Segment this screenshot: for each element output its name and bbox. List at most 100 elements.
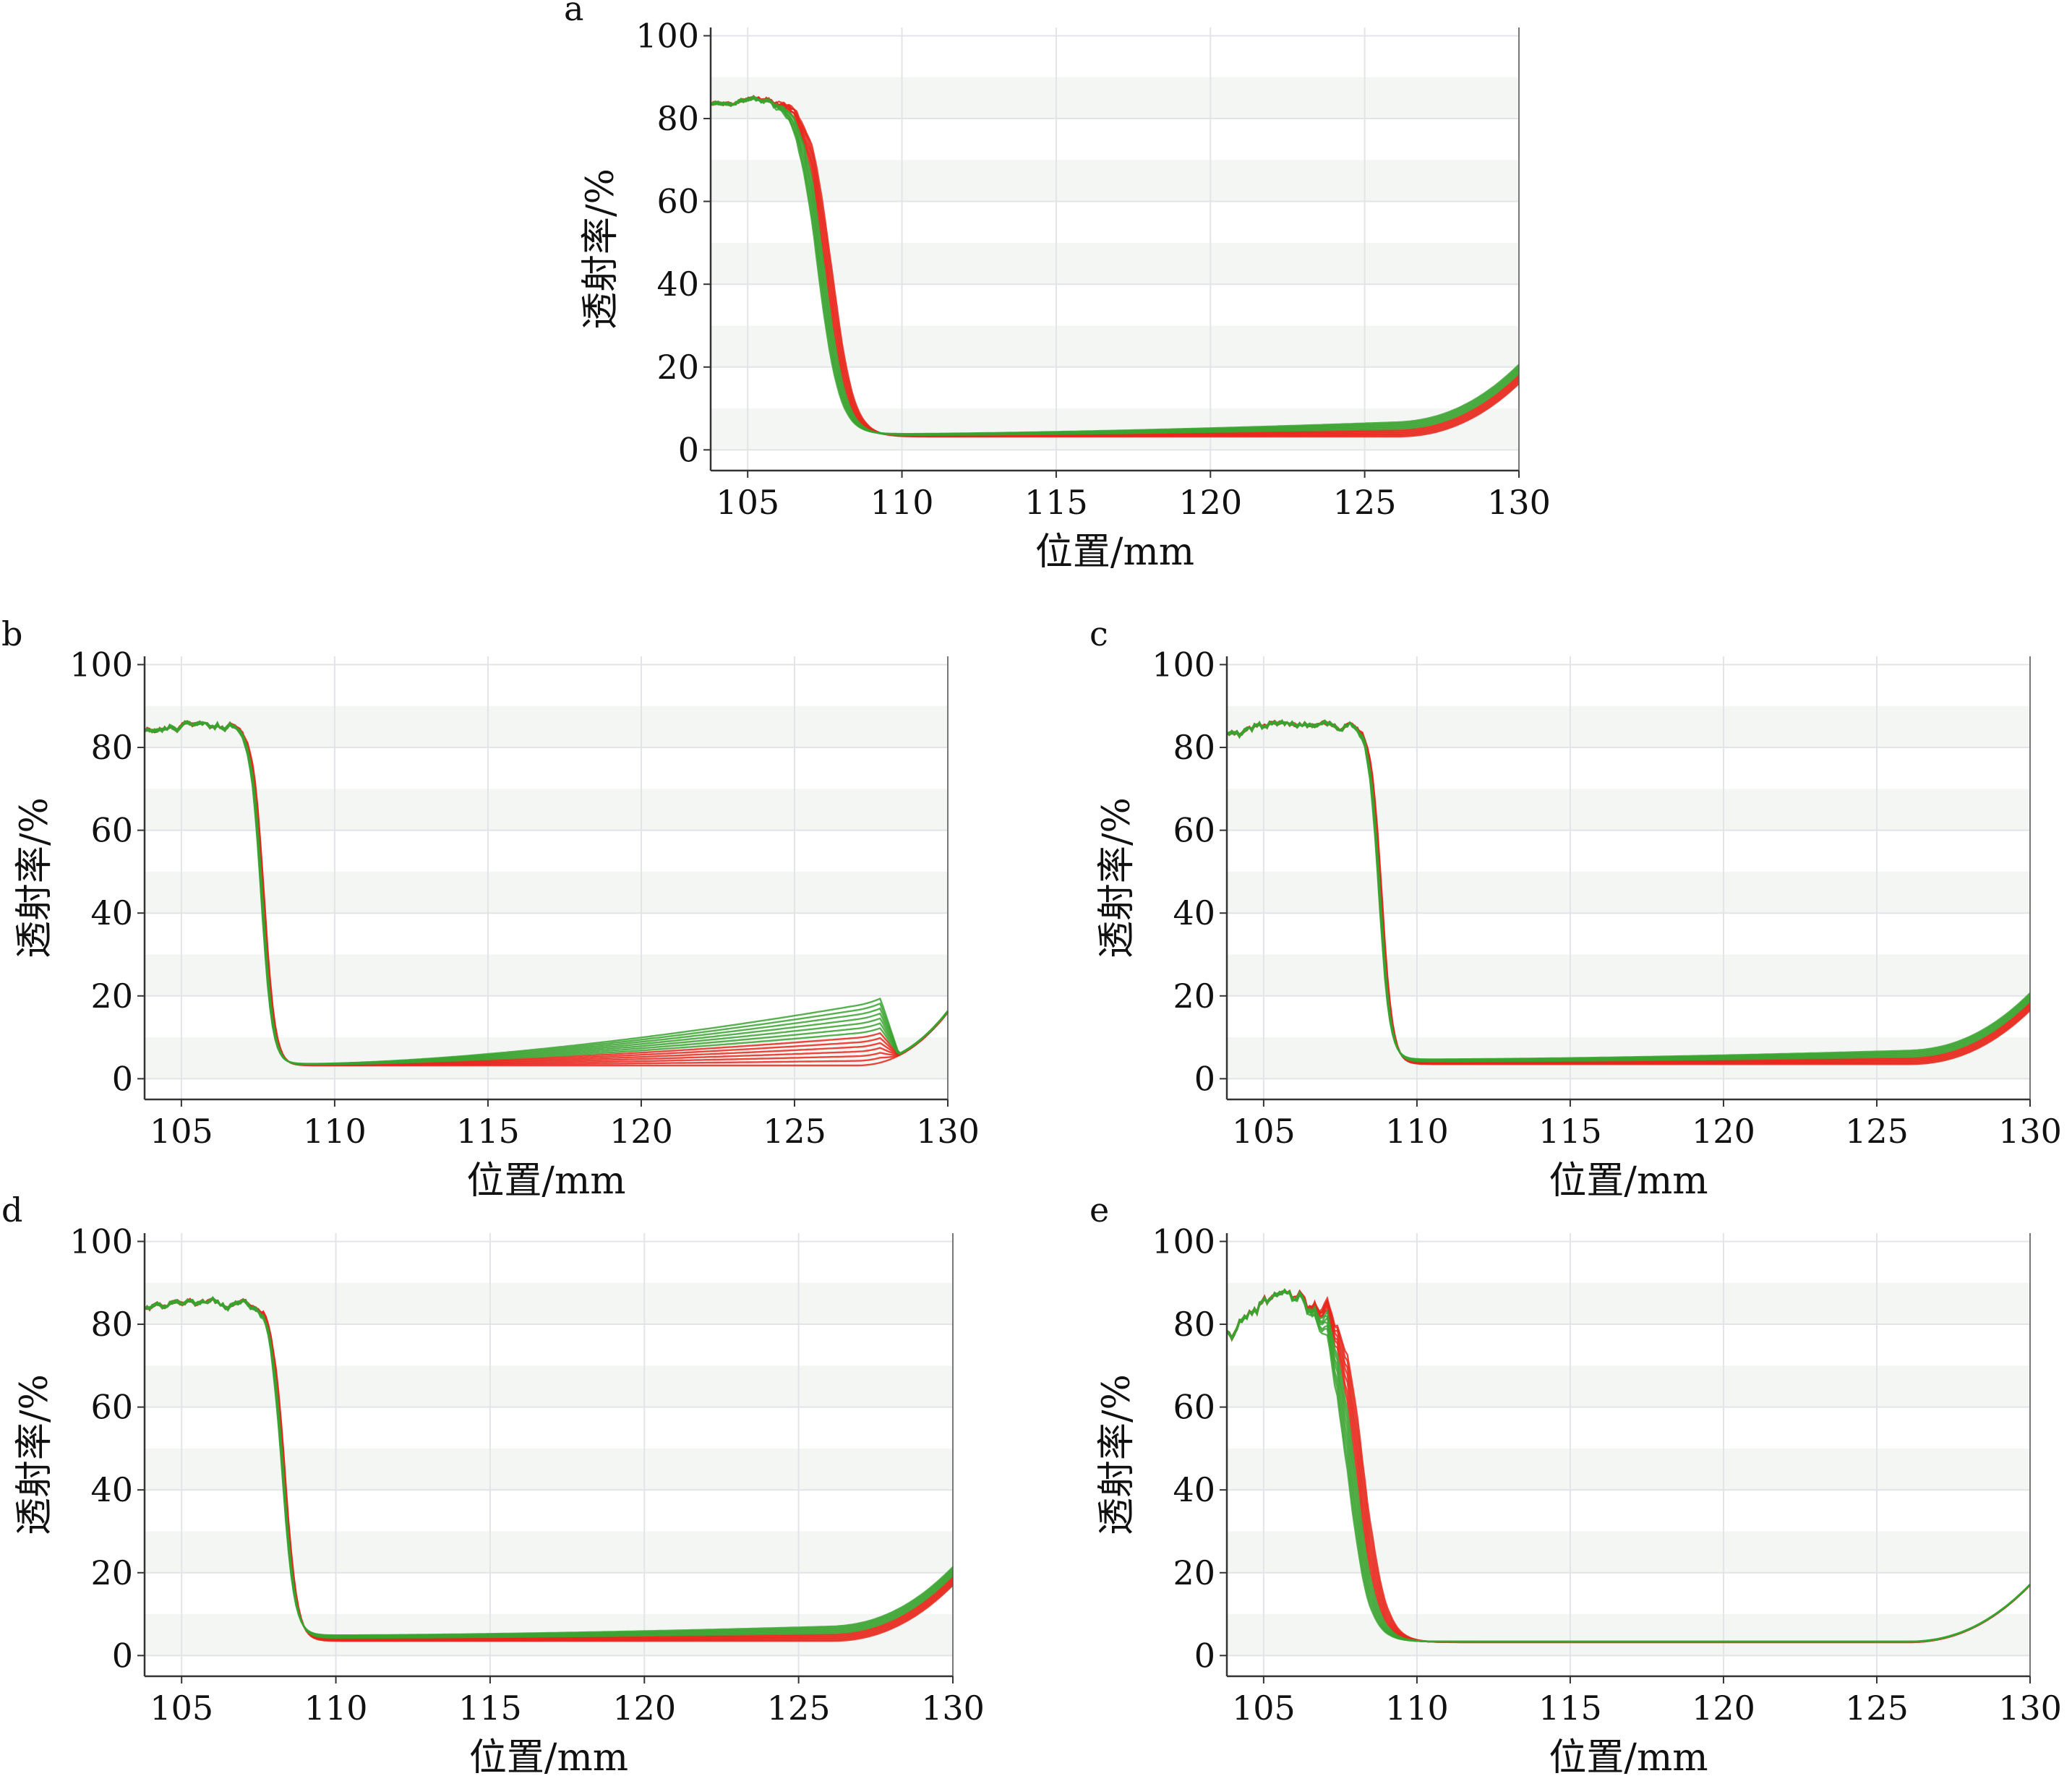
y-tick-label: 80: [90, 728, 133, 767]
series-group: [1225, 1288, 2031, 1644]
x-axis-title: 位置/mm: [1035, 531, 1194, 574]
x-tick-label: 115: [1024, 483, 1088, 522]
y-tick-label: 80: [1173, 728, 1215, 767]
x-axis-title: 位置/mm: [1549, 1159, 1708, 1203]
x-tick-label: 110: [1385, 1112, 1449, 1151]
grid-band: [1227, 871, 2030, 914]
y-tick-label: 0: [678, 430, 699, 469]
grid-band: [1227, 1614, 2030, 1656]
y-tick-label: 100: [1152, 645, 1215, 684]
x-axis-title: 位置/mm: [466, 1159, 625, 1203]
x-tick-label: 125: [767, 1689, 831, 1728]
x-tick-label: 105: [150, 1112, 213, 1151]
y-tick-label: 80: [90, 1305, 133, 1344]
grid-band: [145, 1448, 953, 1490]
x-tick-label: 120: [1692, 1112, 1755, 1151]
series-group: [710, 95, 1520, 438]
x-tick-label: 115: [1538, 1689, 1602, 1728]
y-axis-title: 透射率/%: [1095, 797, 1139, 958]
x-tick-label: 125: [763, 1112, 826, 1151]
x-tick-label: 120: [609, 1112, 673, 1151]
y-tick-label: 20: [90, 977, 133, 1016]
x-tick-label: 125: [1333, 483, 1397, 522]
grid-band: [1227, 1531, 2030, 1573]
panel-label: c: [1089, 614, 1108, 653]
grid-band: [145, 871, 948, 914]
y-tick-label: 60: [656, 182, 699, 221]
grid-band: [145, 1365, 953, 1407]
chart-panel-b: 0 20 40 60 80 100 105 110 115 120 125 130 位置/mm 透射率/%…: [1, 614, 980, 1203]
panel-label: d: [1, 1191, 22, 1230]
x-tick-label: 130: [1998, 1689, 2062, 1728]
x-tick-label: 110: [1385, 1689, 1449, 1728]
series-line-green: [144, 721, 949, 1065]
y-tick-label: 80: [656, 99, 699, 138]
y-axis-title: 透射率/%: [579, 168, 622, 330]
x-tick-label: 120: [1692, 1689, 1755, 1728]
x-tick-label: 105: [150, 1689, 213, 1728]
y-tick-label: 100: [69, 1222, 133, 1261]
x-tick-label: 105: [1232, 1689, 1296, 1728]
x-tick-label: 130: [921, 1689, 985, 1728]
y-tick-label: 100: [69, 645, 133, 684]
y-axis-title: 透射率/%: [13, 797, 56, 958]
grid-band: [145, 1282, 953, 1325]
grid-band: [145, 789, 948, 831]
x-tick-label: 105: [1232, 1112, 1296, 1151]
x-tick-label: 115: [1538, 1112, 1602, 1151]
y-tick-label: 40: [90, 1470, 133, 1509]
x-tick-label: 130: [1998, 1112, 2062, 1151]
series-group: [1226, 718, 2031, 1065]
x-tick-label: 120: [1178, 483, 1242, 522]
grid-band: [1227, 705, 2030, 748]
series-group: [144, 719, 949, 1067]
y-axis-title: 透射率/%: [13, 1374, 56, 1535]
chart-panel-a: 0 20 40 60 80 100 105 110 115 120 125 130 位置/mm 透射率/%…: [564, 0, 1551, 574]
x-tick-label: 130: [1487, 483, 1551, 522]
y-tick-label: 60: [90, 811, 133, 850]
chart-panel-d: 0 20 40 60 80 100 105 110 115 120 125 130 位置/mm 透射率/%…: [1, 1191, 985, 1776]
x-tick-label: 115: [456, 1112, 520, 1151]
grid-band: [711, 77, 1519, 119]
x-tick-label: 110: [304, 1689, 368, 1728]
x-tick-label: 110: [303, 1112, 367, 1151]
x-tick-label: 130: [916, 1112, 980, 1151]
x-tick-label: 110: [870, 483, 934, 522]
x-tick-label: 120: [612, 1689, 676, 1728]
x-axis-title: 位置/mm: [1549, 1736, 1708, 1776]
y-tick-label: 40: [1173, 893, 1215, 932]
chart-panel-c: 0 20 40 60 80 100 105 110 115 120 125 130 位置/mm 透射率/%…: [1089, 614, 2062, 1203]
y-tick-label: 60: [90, 1388, 133, 1427]
panel-label: b: [1, 614, 22, 653]
x-axis-title: 位置/mm: [469, 1736, 628, 1776]
y-tick-label: 20: [656, 348, 699, 387]
series-group: [144, 1295, 954, 1642]
y-axis-title: 透射率/%: [1095, 1374, 1139, 1535]
y-tick-label: 0: [112, 1636, 133, 1675]
chart-panel-e: 0 20 40 60 80 100 105 110 115 120 125 130 位置/mm 透射率/%…: [1089, 1191, 2062, 1776]
y-tick-label: 100: [635, 16, 699, 55]
grid-band: [711, 242, 1519, 285]
grid-band: [145, 705, 948, 748]
grid-band: [145, 1531, 953, 1573]
series-line-green: [710, 95, 1520, 435]
x-tick-label: 125: [1845, 1689, 1909, 1728]
x-tick-label: 125: [1845, 1112, 1909, 1151]
y-tick-label: 40: [1173, 1470, 1215, 1509]
panel-label: a: [564, 0, 583, 28]
series-line-green: [144, 1296, 954, 1636]
y-tick-label: 60: [1173, 811, 1215, 850]
series-line-green: [1226, 1290, 2031, 1643]
grid-band: [1227, 1282, 2030, 1325]
panel-label: e: [1089, 1191, 1109, 1230]
y-tick-label: 40: [656, 265, 699, 304]
y-tick-label: 40: [90, 893, 133, 932]
grid-band: [1227, 1365, 2030, 1407]
grid-band: [145, 954, 948, 996]
y-tick-label: 80: [1173, 1305, 1215, 1344]
y-tick-label: 60: [1173, 1388, 1215, 1427]
y-tick-label: 20: [90, 1553, 133, 1592]
y-tick-label: 0: [112, 1059, 133, 1098]
x-tick-label: 105: [716, 483, 779, 522]
